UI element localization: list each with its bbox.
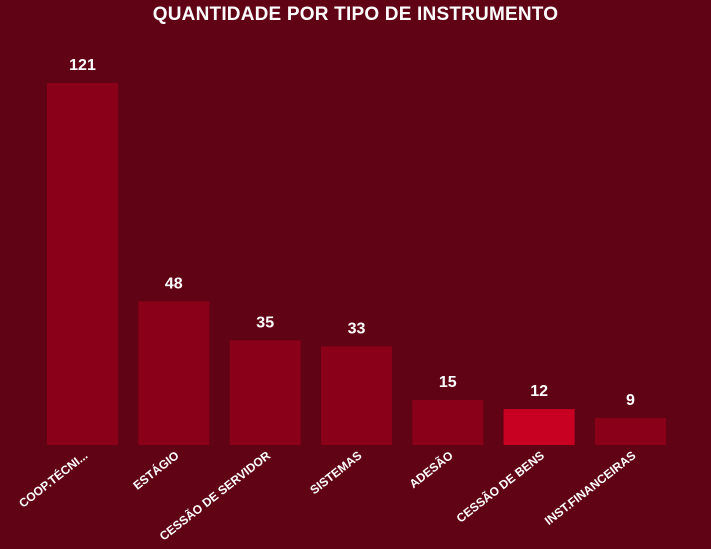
bar-4[interactable] — [412, 400, 484, 445]
x-tick-label-0: COOP.TÉCNI... — [16, 448, 91, 511]
data-label-3: 33 — [348, 320, 366, 337]
data-label-4: 15 — [439, 374, 457, 391]
x-tick-label-1: ESTÁGIO — [130, 448, 182, 493]
bar-3[interactable] — [321, 346, 392, 445]
data-label-0: 121 — [69, 57, 96, 74]
chart-title: QUANTIDADE POR TIPO DE INSTRUMENTO — [152, 4, 559, 25]
bar-0[interactable] — [47, 83, 118, 445]
bar-1[interactable] — [138, 301, 210, 445]
data-label-1: 48 — [165, 275, 183, 292]
bar-6[interactable] — [595, 418, 666, 445]
bar-2[interactable] — [229, 340, 301, 445]
data-label-2: 35 — [256, 314, 274, 331]
bar-5[interactable] — [503, 409, 575, 445]
x-tick-label-5: CESSÃO DE BENS — [453, 448, 547, 526]
data-label-6: 9 — [626, 392, 635, 409]
x-tick-label-4: ADESÃO — [406, 448, 456, 491]
x-tick-label-3: SISTEMAS — [307, 448, 364, 497]
data-label-5: 12 — [530, 383, 548, 400]
x-tick-label-6: INST.FINANCEIRAS — [542, 448, 638, 528]
